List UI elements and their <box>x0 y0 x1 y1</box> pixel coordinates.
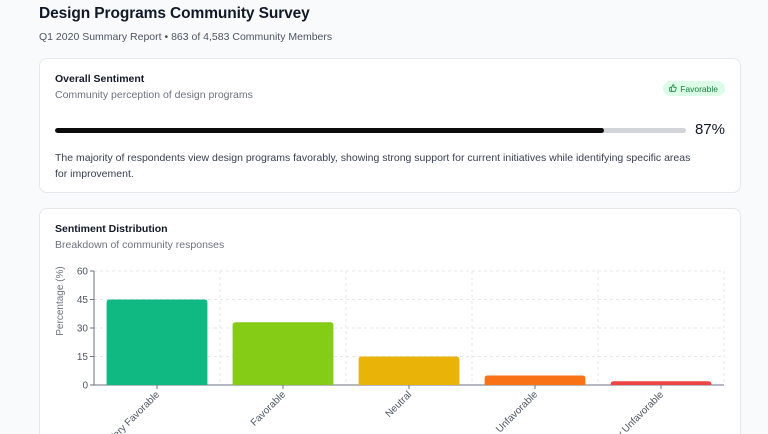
y-axis-label: Percentage (%) <box>55 266 66 335</box>
card-title: Sentiment Distribution <box>55 223 168 235</box>
bar-neutral <box>358 356 460 385</box>
x-tick-label: Unfavorable <box>494 389 540 434</box>
bar-very-favorable <box>106 299 208 385</box>
sentiment-distribution-card: Sentiment Distribution Breakdown of comm… <box>39 208 741 434</box>
card-description: Community perception of design programs <box>55 89 253 101</box>
chart-svg: 0 15 30 45 60 Percentage (%) Very Favorable Fav… <box>55 266 725 434</box>
bar-favorable <box>232 322 334 385</box>
page-subtitle: Q1 2020 Summary Report • 863 of 4,583 Co… <box>39 31 333 43</box>
page-title: Design Programs Community Survey <box>39 5 310 22</box>
card-title: Overall Sentiment <box>55 73 145 85</box>
x-tick-label: Very Favorable <box>107 389 163 434</box>
bar-very-unfavorable <box>610 381 712 385</box>
thumbs-up-icon <box>669 83 677 94</box>
overall-sentiment-card: Overall Sentiment Community perception o… <box>39 58 741 193</box>
sentiment-summary: The majority of respondents view design … <box>55 152 691 180</box>
x-tick-label: Very Unfavorable <box>604 389 666 434</box>
card-description: Breakdown of community responses <box>55 239 225 251</box>
x-tick-label: Favorable <box>249 389 289 429</box>
sentiment-percentage: 87% <box>694 121 725 138</box>
bar-unfavorable <box>484 375 586 385</box>
sentiment-bar-chart: 0 15 30 45 60 Percentage (%) Very Favorable Fav… <box>40 209 742 434</box>
y-tick-label: 15 <box>77 352 89 363</box>
status-badge: Favorable <box>663 81 725 96</box>
y-tick-label: 60 <box>77 267 89 278</box>
status-badge-label: Favorable <box>680 83 718 94</box>
y-tick-label: 30 <box>77 324 89 335</box>
sentiment-progress-bar <box>55 128 686 133</box>
y-tick-label: 0 <box>82 381 88 392</box>
x-tick-label: Neutral <box>384 389 415 420</box>
y-tick-label: 45 <box>77 295 89 306</box>
sentiment-progress-fill <box>55 128 604 133</box>
